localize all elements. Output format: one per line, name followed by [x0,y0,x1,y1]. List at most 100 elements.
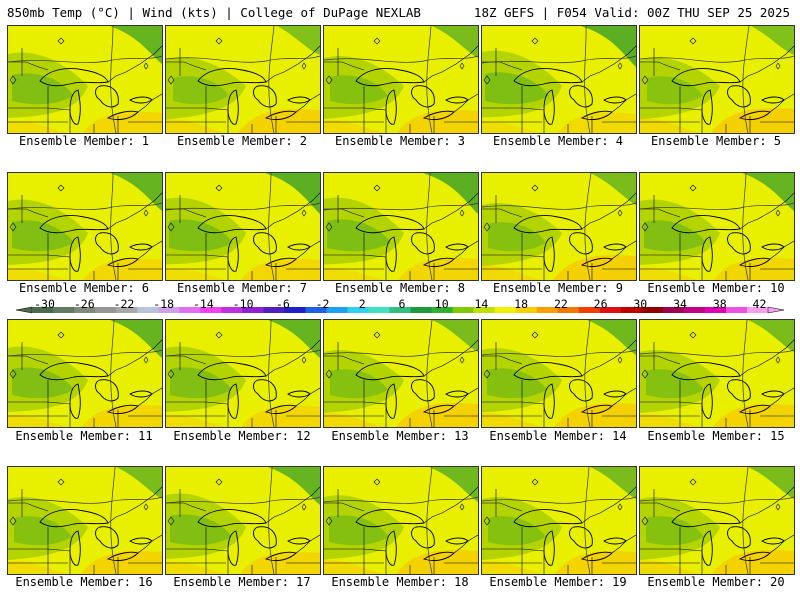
ensemble-member-map-8 [323,172,479,281]
colorbar-swatch [389,307,412,313]
station-marker-icon [775,503,781,511]
temperature-field-warm [398,257,478,280]
station-marker-icon [531,478,539,486]
great-lake-outline [543,89,555,125]
ensemble-member-label-2: Ensemble Member: 2 [176,134,308,148]
wind-barb-icon [641,222,649,232]
ensemble-member-label-1: Ensemble Member: 1 [18,134,150,148]
political-boundary [739,192,794,230]
valid-time-title: 18Z GEFS | F054 Valid: 00Z THU SEP 25 20… [473,5,790,20]
temperature-field-warm [241,258,320,280]
political-boundary [640,502,681,512]
ensemble-member-map-20 [639,466,795,575]
colorbar-tick-label: -26 [73,297,95,311]
colorbar-tick-label: 38 [712,297,727,311]
temperature-field-northeast [432,320,478,352]
colorbar-swatch [368,307,390,313]
colorbar-tick-label: 22 [553,297,568,311]
station-marker-icon [459,503,465,511]
great-lake-outline [253,232,277,255]
temperature-field-northeast [748,467,794,499]
great-lake-outline [411,379,435,402]
colorbar-tick-label: -18 [153,297,175,311]
political-boundary [324,502,365,512]
ensemble-member-map-14 [481,319,637,428]
colorbar-swatch [221,307,243,313]
political-boundary [581,45,636,83]
wind-barb-icon [9,369,17,379]
political-boundary [739,486,794,524]
station-marker-icon [689,37,697,45]
great-lake-outline [227,236,239,272]
political-boundary [611,240,636,260]
ensemble-member-label-13: Ensemble Member: 13 [331,429,469,443]
great-lake-outline [253,379,277,402]
colorbar-swatch [200,307,222,313]
temperature-field-warm-south [324,119,384,133]
temperature-field-northeast [110,26,162,64]
temperature-field-warm [396,550,478,574]
station-marker-icon [689,331,697,339]
ensemble-member-map-16 [7,466,163,575]
colorbar-swatch [410,307,433,313]
ensemble-member-map-19 [481,466,637,575]
wind-barb-icon [483,369,491,379]
station-marker-icon [57,478,65,486]
political-boundary [8,61,49,71]
temperature-field-warm-south [482,122,542,133]
great-lake-outline [227,383,239,419]
political-boundary [265,339,320,377]
wind-barb-icon [641,516,649,526]
political-boundary [423,339,478,377]
temperature-field-northeast [429,467,478,502]
colorbar-swatch [599,307,622,313]
station-marker-icon [459,209,465,217]
great-lake-outline [227,89,239,125]
wind-barb-icon [167,75,175,85]
ensemble-member-label-15: Ensemble Member: 15 [647,429,785,443]
temperature-field-northeast [116,467,162,499]
station-marker-icon [301,503,307,511]
isotherm-contour [110,26,117,133]
isotherm-contour [324,349,478,357]
wind-barb-icon [167,369,175,379]
isotherm-contour [8,349,162,357]
political-boundary [739,45,794,83]
political-boundary [581,192,636,230]
great-lake-outline [727,379,751,402]
colorbar-swatch [263,307,285,313]
political-boundary [453,534,478,554]
colorbar-swatch [641,307,664,313]
political-boundary [581,339,636,377]
temperature-field-warm-south [640,267,700,280]
ensemble-member-label-11: Ensemble Member: 11 [15,429,153,443]
ensemble-member-label-10: Ensemble Member: 10 [647,281,785,295]
colorbar-tick-label: 6 [398,297,406,311]
colorbar-swatch [662,307,685,313]
wind-barb-icon [325,369,333,379]
colorbar-tick-label: 26 [593,297,608,311]
station-marker-icon [531,331,539,339]
wind-barb-icon [483,516,491,526]
political-boundary [107,45,162,83]
temperature-field-northeast [581,26,636,67]
isotherm-contour [426,26,433,133]
ensemble-member-map-12 [165,319,321,428]
colorbar-swatch [704,307,727,313]
great-lake-outline [69,530,81,566]
ensemble-member-map-7 [165,172,321,281]
great-lake-outline [727,232,751,255]
great-lake-outline [701,530,713,566]
wind-barb-icon [483,75,491,85]
station-marker-icon [459,62,465,70]
temperature-field-green [170,367,232,399]
colorbar-tick-label: 42 [752,297,767,311]
temperature-field-warm [241,405,320,427]
ensemble-member-label-20: Ensemble Member: 20 [647,575,785,589]
ensemble-member-map-13 [323,319,479,428]
ensemble-member-label-12: Ensemble Member: 12 [173,429,311,443]
great-lake-outline [569,232,593,255]
temperature-field-northeast [423,173,478,214]
station-marker-icon [301,209,307,217]
wind-barb-icon [325,222,333,232]
